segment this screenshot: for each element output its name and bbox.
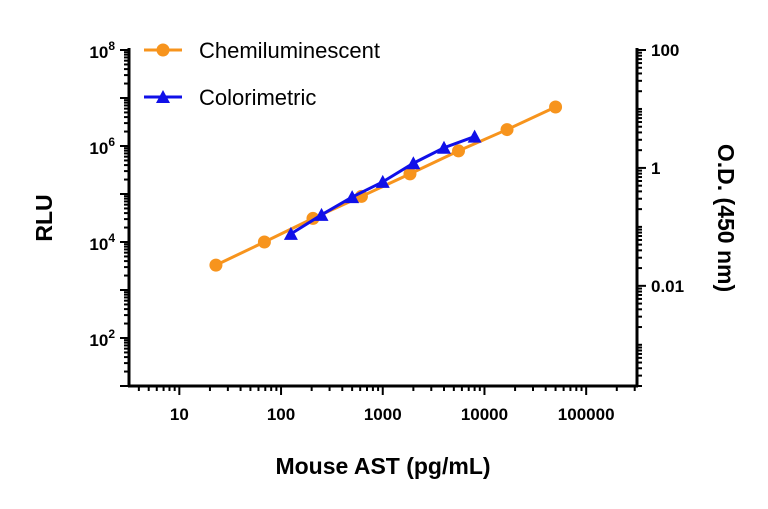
y-tick-label: 108 xyxy=(89,39,115,62)
x-tick-label: 10 xyxy=(170,405,189,424)
x-axis-label: Mouse AST (pg/mL) xyxy=(275,453,490,479)
axes: 10 100 1000 10000 100000 108 106 104 102 100 1 0.01 xyxy=(89,39,684,424)
data-point xyxy=(375,174,390,188)
data-point xyxy=(209,258,223,272)
legend-label: Chemiluminescent xyxy=(199,38,380,63)
y2-axis-label: O.D. (450 nm) xyxy=(713,144,739,292)
y2-tick-label: 0.01 xyxy=(651,277,684,296)
x-tick-label: 1000 xyxy=(364,405,402,424)
data-point xyxy=(467,129,482,143)
data-point xyxy=(406,156,421,170)
data-point xyxy=(549,100,563,114)
legend-marker xyxy=(156,90,170,103)
x-tick-label: 100 xyxy=(267,405,295,424)
data-point xyxy=(436,140,451,154)
data-point xyxy=(257,235,271,249)
data-point xyxy=(403,167,417,181)
data-point xyxy=(314,207,329,221)
data-point xyxy=(283,226,298,240)
series-layer xyxy=(209,100,563,272)
y-tick-label: 104 xyxy=(89,231,115,254)
y2-tick-label: 100 xyxy=(651,41,679,60)
legend: Chemiluminescent Colorimetric xyxy=(144,38,380,110)
y-tick-label: 106 xyxy=(89,135,115,158)
x-tick-label: 10000 xyxy=(461,405,508,424)
legend-marker xyxy=(156,43,170,57)
y-axis-label: RLU xyxy=(31,194,57,241)
legend-label: Colorimetric xyxy=(199,85,316,110)
data-point xyxy=(500,123,514,137)
data-point xyxy=(452,144,466,158)
x-tick-label: 100000 xyxy=(558,405,615,424)
data-point xyxy=(345,190,360,204)
y-tick-label: 102 xyxy=(89,327,115,350)
y2-tick-label: 1 xyxy=(651,159,660,178)
